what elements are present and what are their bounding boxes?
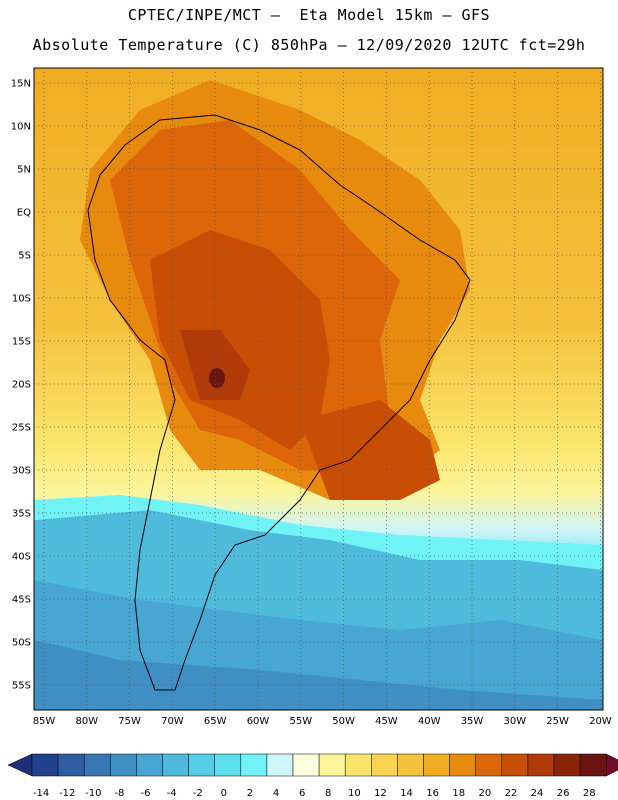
color-scale-label: 12 — [374, 788, 387, 799]
color-scale-label: 20 — [478, 788, 491, 799]
color-scale-swatch — [83, 753, 111, 777]
color-scale-label: 6 — [299, 788, 305, 799]
color-scale-label: -14 — [33, 788, 49, 799]
color-scale-swatch — [553, 753, 581, 777]
longitude-label: 35W — [461, 716, 484, 727]
latitude-label: 55S — [12, 681, 31, 692]
color-scale-label: 4 — [273, 788, 279, 799]
color-scale-label: 28 — [583, 788, 596, 799]
color-scale-label: 2 — [247, 788, 253, 799]
color-scale-swatch — [527, 753, 555, 777]
color-scale-swatch — [110, 753, 137, 777]
color-scale-max-arrow — [605, 753, 618, 777]
color-scale-swatch — [31, 753, 59, 777]
temperature-field — [34, 68, 603, 710]
color-scale-label: -4 — [167, 788, 177, 799]
color-scale-label: -12 — [59, 788, 75, 799]
longitude-label: 60W — [247, 716, 270, 727]
color-scale-swatch — [188, 753, 215, 777]
color-scale-swatch — [57, 753, 85, 777]
color-scale-label: 16 — [426, 788, 439, 799]
longitude-label: 45W — [375, 716, 398, 727]
longitude-label: 25W — [546, 716, 569, 727]
color-scale-bar — [7, 753, 618, 777]
color-scale-swatch — [266, 753, 294, 777]
color-scale-label: -10 — [85, 788, 101, 799]
south-america-outline — [87, 114, 471, 691]
latitude-label: 20S — [12, 380, 31, 391]
color-scale-label: -2 — [193, 788, 203, 799]
latitude-labels: 15N 10N 5N EQ 5S 10S 15S 20S 25S 30S 35S 40S 45S 50S 5… — [11, 79, 31, 692]
color-scale-label: 22 — [505, 788, 518, 799]
longitude-label: 85W — [33, 716, 56, 727]
color-scale-swatch — [136, 753, 163, 777]
latitude-label: 50S — [12, 638, 31, 649]
color-scale-swatch — [240, 753, 268, 777]
map-title-line1: CPTEC/INPE/MCT – Eta Model 15km – GFS — [127, 6, 491, 24]
latitude-label: 5S — [18, 251, 31, 262]
color-scale-label: 18 — [452, 788, 465, 799]
color-scale-swatch — [501, 753, 529, 777]
color-scale-swatch — [371, 753, 398, 777]
color-scale-label: -8 — [114, 788, 124, 799]
longitude-label: 75W — [118, 716, 141, 727]
color-scale-swatch — [162, 753, 189, 777]
longitude-label: 65W — [204, 716, 227, 727]
latitude-label: EQ — [17, 208, 31, 219]
latitude-label: 10N — [11, 122, 31, 133]
color-scale-swatch — [397, 753, 424, 777]
latitude-label: 15S — [12, 337, 31, 348]
map-title-line2: Absolute Temperature (C) 850hPa – 12/09/… — [32, 36, 586, 54]
longitude-label: 70W — [161, 716, 184, 727]
latitude-label: 35S — [12, 509, 31, 520]
color-scale-labels: -14 -12 -10 -8 -6 -4 -2 0 2 4 6 8 10 12 14 16 18 20 22 24 26… — [33, 788, 596, 799]
color-scale-swatch — [318, 753, 346, 777]
longitude-label: 80W — [75, 716, 98, 727]
latitude-label: 25S — [12, 423, 31, 434]
latitude-label: 5N — [17, 165, 31, 176]
color-scale-label: 24 — [531, 788, 544, 799]
latitude-label: 15N — [11, 79, 31, 90]
color-scale-label: 10 — [348, 788, 361, 799]
graticule — [34, 68, 603, 710]
longitude-label: 55W — [289, 716, 312, 727]
longitude-label: 40W — [418, 716, 441, 727]
color-scale-label: 0 — [221, 788, 227, 799]
color-scale-swatch — [449, 753, 476, 777]
longitude-label: 50W — [332, 716, 355, 727]
color-scale-min-arrow — [7, 753, 33, 777]
color-scale-label: -6 — [141, 788, 151, 799]
color-scale-label: 8 — [325, 788, 331, 799]
color-scale-swatch — [214, 753, 242, 777]
color-scale-swatch — [475, 753, 503, 777]
latitude-label: 10S — [12, 294, 31, 305]
longitude-label: 20W — [589, 716, 612, 727]
latitude-label: 45S — [12, 595, 31, 606]
longitude-label: 30W — [503, 716, 526, 727]
latitude-label: 30S — [12, 466, 31, 477]
color-scale-swatch — [292, 753, 320, 777]
color-scale-swatch — [423, 753, 450, 777]
color-scale-swatch — [579, 753, 607, 777]
color-scale-label: 26 — [557, 788, 570, 799]
latitude-label: 40S — [12, 552, 31, 563]
color-scale-label: 14 — [400, 788, 413, 799]
longitude-labels: 85W 80W 75W 70W 65W 60W 55W 50W 45W 40W 35W 30W 25W 2… — [33, 716, 612, 727]
color-scale-swatch — [344, 753, 372, 777]
